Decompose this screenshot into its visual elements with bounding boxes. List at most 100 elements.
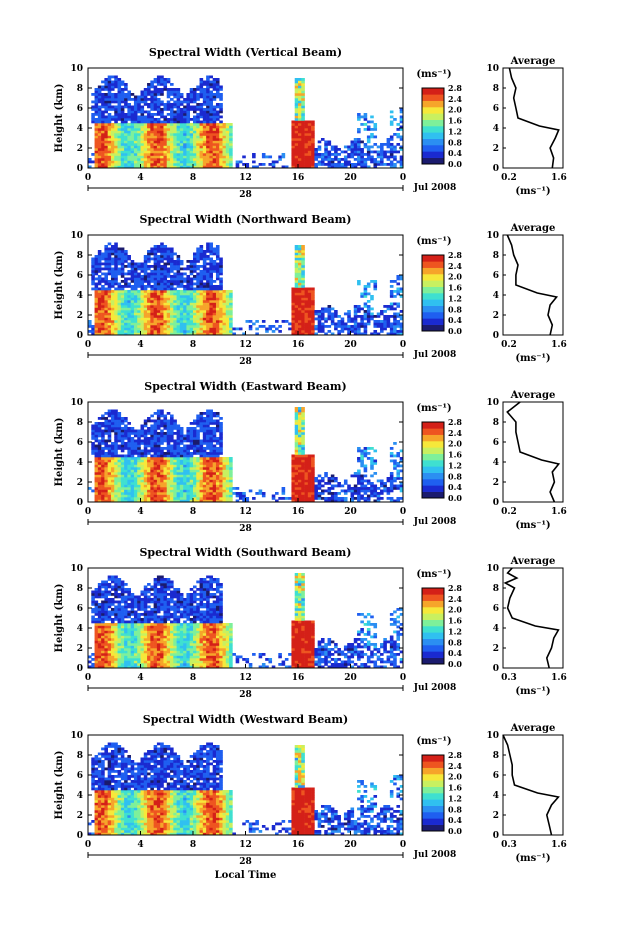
heatmap-cell <box>127 95 131 99</box>
heatmap-cell <box>156 412 161 415</box>
heatmap-cell <box>189 422 194 425</box>
heatmap-cell <box>202 479 207 483</box>
heatmap-cell <box>360 155 364 159</box>
heatmap-cell <box>219 110 223 114</box>
heatmap-cell <box>176 330 181 333</box>
heatmap-cell <box>104 322 108 326</box>
heatmap-cell <box>215 477 220 480</box>
heatmap-cell <box>301 247 305 251</box>
heatmap-cell <box>140 100 145 104</box>
heatmap-cell <box>193 419 197 423</box>
heatmap-cell <box>183 113 187 116</box>
heatmap-cell <box>183 449 187 453</box>
heatmap-cell <box>179 452 184 455</box>
heatmap-cell <box>114 110 118 114</box>
heatmap-cell <box>124 434 128 438</box>
heatmap-cell <box>140 163 145 166</box>
heatmap-cell <box>183 497 187 500</box>
heatmap-cell <box>150 247 154 251</box>
heatmap-cell <box>196 484 200 488</box>
heatmap-cell <box>104 479 108 483</box>
heatmap-cell <box>124 88 128 91</box>
heatmap-cell <box>206 499 210 503</box>
heatmap-cell <box>150 270 154 273</box>
heatmap-cell <box>304 287 309 291</box>
heatmap-cell <box>357 325 361 328</box>
heatmap-cell <box>222 130 227 134</box>
heatmap-cell <box>189 88 194 91</box>
heatmap-cell <box>133 145 138 149</box>
heatmap-cell <box>206 300 210 303</box>
heatmap-cell <box>222 487 227 490</box>
heatmap-cell <box>225 165 230 169</box>
heatmap-cell <box>110 105 115 109</box>
heatmap-cell <box>209 280 213 283</box>
x-tick-label: 16 <box>292 340 305 350</box>
heatmap-cell <box>143 320 148 323</box>
heatmap-cell <box>127 447 131 450</box>
heatmap-cell <box>117 474 122 478</box>
heatmap-cell <box>219 447 223 450</box>
heatmap-cell <box>366 320 371 323</box>
heatmap-cell <box>163 275 168 278</box>
heatmap-cell <box>120 90 125 94</box>
heatmap-cell <box>317 145 322 149</box>
heatmap-cell <box>117 317 122 321</box>
heatmap-cell <box>107 280 112 283</box>
heatmap-cell <box>163 130 168 134</box>
heatmap-cell <box>117 444 122 448</box>
heatmap-cell <box>101 85 105 89</box>
heatmap-cell <box>88 487 92 490</box>
heatmap-cell <box>150 285 154 288</box>
heatmap-cell <box>117 327 122 331</box>
heatmap-cell <box>97 158 102 161</box>
heatmap-cell <box>202 135 207 139</box>
heatmap-cell <box>104 105 108 109</box>
heatmap-cell <box>183 115 187 119</box>
heatmap-cell <box>153 442 158 445</box>
heatmap-cell <box>147 143 151 146</box>
heatmap-cell <box>222 143 227 146</box>
heatmap-cell <box>107 459 112 463</box>
heatmap-cell <box>117 437 122 440</box>
heatmap-cell <box>219 474 223 478</box>
heatmap-cell <box>235 165 240 169</box>
heatmap-cell <box>163 88 168 91</box>
heatmap-cell <box>173 432 177 435</box>
heatmap-cell <box>202 439 207 443</box>
heatmap-cell <box>107 477 112 480</box>
heatmap-cell <box>219 297 223 301</box>
heatmap-cell <box>104 452 108 455</box>
heatmap-cell <box>301 125 305 129</box>
heatmap-cell <box>97 429 102 433</box>
heatmap-cell <box>107 262 112 266</box>
heatmap-cell <box>91 267 95 271</box>
heatmap-cell <box>101 138 105 141</box>
heatmap-cell <box>133 492 138 495</box>
heatmap-cell <box>271 325 276 328</box>
heatmap-cell <box>311 322 315 326</box>
heatmap-cell <box>133 497 138 500</box>
heatmap-cell <box>176 115 181 119</box>
heatmap-cell <box>170 305 174 308</box>
heatmap-cell <box>366 135 371 139</box>
heatmap-cell <box>301 282 305 286</box>
heatmap-cell <box>130 275 135 278</box>
heatmap-cell <box>301 138 305 141</box>
heatmap-cell <box>215 85 220 89</box>
heatmap-cell <box>202 307 207 311</box>
heatmap-cell <box>209 434 213 438</box>
heatmap-cell <box>110 409 115 413</box>
heatmap-cell <box>176 472 181 475</box>
heatmap-cell <box>386 158 391 161</box>
heatmap-cell <box>196 160 200 164</box>
heatmap-cell <box>219 432 223 435</box>
heatmap-cell <box>107 138 112 141</box>
heatmap-cell <box>215 315 220 318</box>
heatmap-cell <box>327 325 332 328</box>
heatmap-cell <box>124 292 128 296</box>
heatmap-cell <box>366 148 371 151</box>
heatmap-cell <box>183 439 187 443</box>
heatmap-cell <box>117 302 122 306</box>
heatmap-cell <box>206 282 210 286</box>
